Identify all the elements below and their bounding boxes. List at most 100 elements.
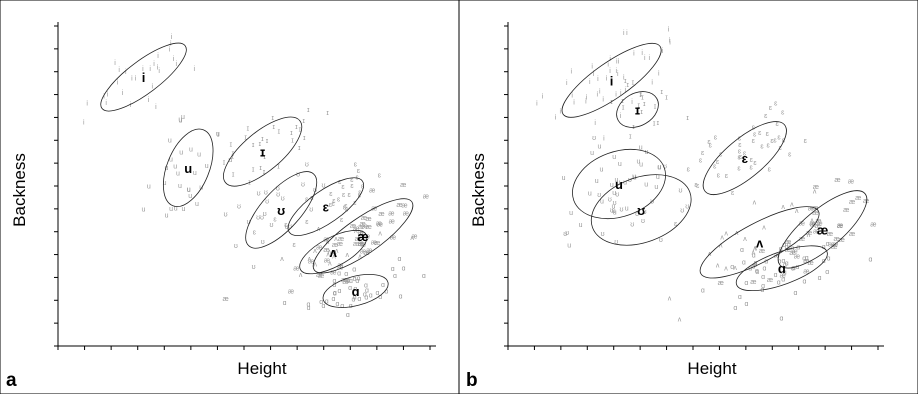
scatter-point: ɑ: [740, 247, 744, 254]
scatter-point: i: [620, 113, 622, 120]
scatter-point: æ: [366, 224, 372, 231]
scatter-point: ʌ: [299, 272, 303, 279]
scatter-point: ɑ: [825, 269, 829, 276]
scatter-point: ʊ: [285, 224, 289, 231]
scatter-point: ɛ: [344, 203, 348, 210]
scatter-point: i: [571, 92, 573, 99]
scatter-point: u: [645, 149, 649, 156]
scatter-point: ʌ: [753, 246, 757, 253]
scatter-point: u: [615, 177, 619, 184]
scatter-point: ɛ: [768, 167, 772, 174]
scatter-point: i: [194, 66, 196, 73]
scatter-point: ʊ: [620, 207, 624, 214]
scatter-point: i: [649, 55, 651, 62]
scatter-point: æ: [360, 249, 366, 256]
scatter-point: æ: [831, 244, 837, 251]
scatter-point: i: [618, 58, 620, 65]
scatter-point: ɛ: [338, 179, 342, 186]
scatter-point: u: [623, 179, 627, 186]
scatter-point: u: [590, 150, 594, 157]
scatter-point: i: [623, 30, 625, 37]
cluster-label: u: [184, 161, 192, 176]
cluster-label: ɪ: [635, 102, 640, 117]
cluster-label: æ: [357, 229, 369, 244]
scatter-point: ɪ: [643, 101, 646, 108]
scatter-point: ɛ: [709, 143, 713, 150]
scatter-point: ɑ: [778, 258, 782, 265]
scatter-point: ɑ: [755, 268, 759, 275]
scatter-point: ɪ: [654, 104, 657, 111]
scatter-point: ɛ: [253, 229, 257, 236]
scatter-point: ɛ: [305, 219, 309, 226]
cluster-ellipse: [312, 198, 414, 274]
scatter-point: u: [597, 143, 601, 150]
scatter-point: u: [639, 162, 643, 169]
scatter-point: ʌ: [280, 256, 284, 263]
scatter-point: ɛ: [753, 160, 757, 167]
scatter-point: ɑ: [365, 288, 369, 295]
scatter-point: ɛ: [788, 152, 792, 159]
axes-a: [54, 22, 436, 350]
scatter-point: ɪ: [263, 154, 266, 161]
scatter-point: i: [633, 51, 635, 58]
scatter-point: æ: [374, 240, 380, 247]
scatter-point: ɑ: [337, 270, 341, 277]
scatter-point: ɛ: [329, 191, 333, 198]
scatter-point: ʌ: [360, 229, 364, 236]
scatter-point: ʌ: [678, 317, 682, 324]
scatter-point: ɛ: [766, 131, 770, 138]
scatter-point: ʊ: [257, 190, 261, 197]
cluster-ellipse: [299, 229, 368, 275]
scatter-point: ʊ: [601, 231, 605, 238]
scatter-point: æ: [843, 207, 849, 214]
scatter-point: ɛ: [361, 184, 365, 191]
scatter-point: æ: [376, 221, 382, 228]
scatter-point: u: [173, 164, 177, 171]
scatter-point: ɛ: [694, 182, 698, 189]
scatter-point: ɛ: [717, 173, 721, 180]
scatter-point: æ: [337, 241, 343, 248]
scatter-point: ʊ: [635, 211, 639, 218]
cluster-ellipse: [100, 42, 187, 112]
cluster-label: ʌ: [756, 235, 764, 250]
scatter-point: i: [555, 114, 557, 121]
scatter-point: ʌ: [753, 199, 757, 206]
scatter-point: ɛ: [696, 183, 700, 190]
scatter-point: æ: [803, 258, 809, 265]
scatter-point: ɑ: [283, 300, 287, 307]
scatter-point: ɛ: [750, 157, 754, 164]
scatter-point: ʊ: [597, 192, 601, 199]
scatter-point: ʌ: [790, 201, 794, 208]
scatter-point: æ: [827, 231, 833, 238]
scatter-point: ɪ: [637, 103, 640, 110]
scatter-point: ʊ: [296, 172, 300, 179]
scatter-point: ɛ: [778, 145, 782, 152]
scatter-point: ʊ: [260, 215, 264, 222]
scatter-point: æ: [411, 233, 417, 240]
scatter-point: ɑ: [827, 255, 831, 262]
scatter-point: ɑ: [398, 256, 402, 263]
cluster-ellipse: [223, 116, 303, 187]
scatter-point: ɪ: [639, 92, 642, 99]
scatter-point: ʊ: [643, 209, 647, 216]
scatter-point: ɑ: [333, 291, 337, 298]
axes-b: [504, 22, 884, 350]
cluster-label: i: [610, 73, 614, 88]
scatter-point: ɪ: [217, 132, 220, 139]
scatter-point: ɛ: [774, 101, 778, 108]
scatter-point: ɛ: [716, 159, 720, 166]
scatter-point: ɑ: [321, 303, 325, 310]
scatter-point: ɪ: [326, 110, 329, 117]
scatter-point: ɛ: [348, 192, 352, 199]
scatter-point: u: [181, 114, 185, 121]
scatter-point: ʌ: [668, 296, 672, 303]
scatter-point: ɛ: [337, 196, 341, 203]
scatter-point: u: [612, 204, 616, 211]
scatter-point: æ: [810, 222, 816, 229]
scatter-point: ɪ: [259, 141, 262, 148]
scatter-point: æ: [316, 272, 322, 279]
scatter-point: ɪ: [259, 165, 262, 172]
scatter-point: i: [594, 120, 596, 127]
scatter-point: ɑ: [794, 290, 798, 297]
